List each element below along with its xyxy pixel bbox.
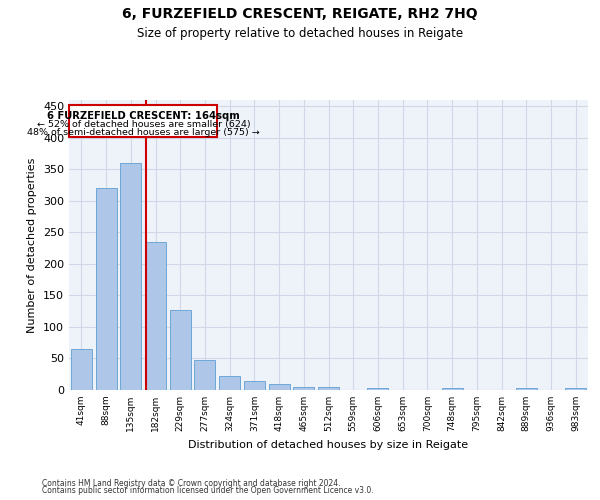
Bar: [194, 360, 215, 390]
Bar: [219, 376, 240, 390]
Y-axis label: Number of detached properties: Number of detached properties: [28, 158, 37, 332]
Text: ← 52% of detached houses are smaller (624): ← 52% of detached houses are smaller (62…: [37, 120, 250, 129]
Bar: [170, 310, 191, 390]
Bar: [565, 388, 586, 390]
Bar: [293, 387, 314, 390]
Text: Contains public sector information licensed under the Open Government Licence v3: Contains public sector information licen…: [42, 486, 374, 495]
Text: 6 FURZEFIELD CRESCENT: 164sqm: 6 FURZEFIELD CRESCENT: 164sqm: [47, 112, 240, 122]
Text: Size of property relative to detached houses in Reigate: Size of property relative to detached ho…: [137, 28, 463, 40]
Bar: [516, 388, 537, 390]
Text: 6, FURZEFIELD CRESCENT, REIGATE, RH2 7HQ: 6, FURZEFIELD CRESCENT, REIGATE, RH2 7HQ: [122, 8, 478, 22]
Bar: [318, 387, 339, 390]
Bar: [145, 242, 166, 390]
Bar: [71, 349, 92, 390]
Bar: [367, 388, 388, 390]
Bar: [269, 384, 290, 390]
Bar: [95, 188, 116, 390]
Bar: [442, 388, 463, 390]
X-axis label: Distribution of detached houses by size in Reigate: Distribution of detached houses by size …: [188, 440, 469, 450]
Bar: [244, 381, 265, 390]
FancyBboxPatch shape: [70, 105, 217, 136]
Text: 48% of semi-detached houses are larger (575) →: 48% of semi-detached houses are larger (…: [27, 128, 260, 138]
Bar: [120, 163, 141, 390]
Text: Contains HM Land Registry data © Crown copyright and database right 2024.: Contains HM Land Registry data © Crown c…: [42, 478, 341, 488]
